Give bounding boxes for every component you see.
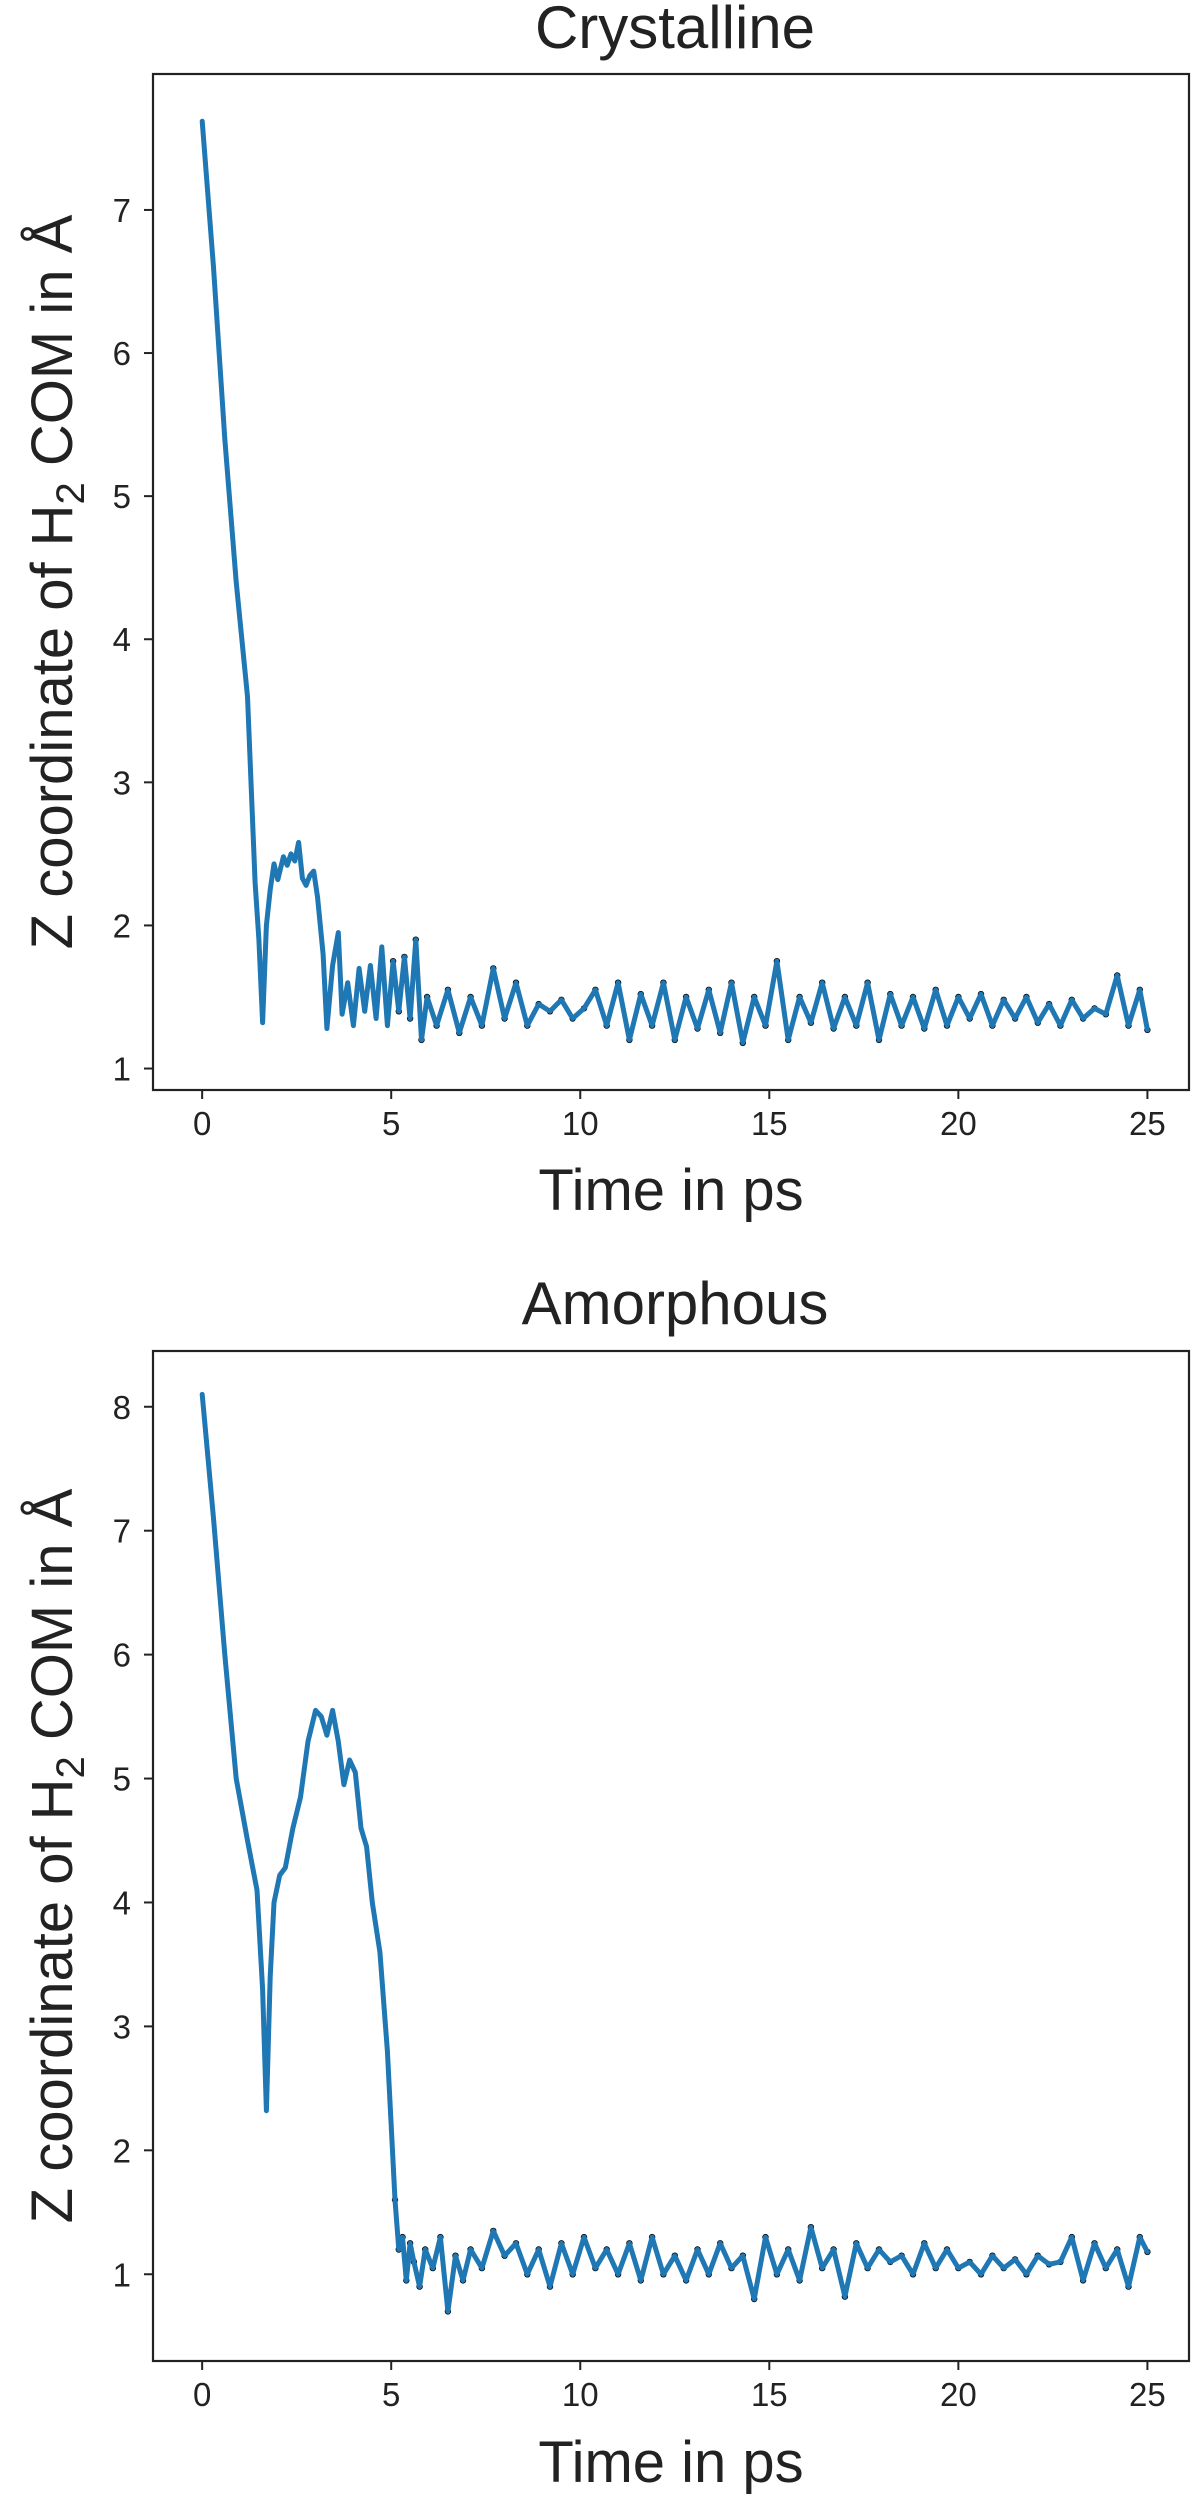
y-tick-label: 1	[113, 2256, 131, 2293]
y-tick-label: 1	[113, 1051, 131, 1088]
x-tick-label: 20	[940, 1105, 977, 1142]
y-tick-label: 7	[113, 1513, 131, 1550]
x-tick-label: 15	[751, 2376, 788, 2413]
y-tick-label: 3	[113, 764, 131, 801]
x-tick-label: 5	[382, 1105, 400, 1142]
chart-title: Amorphous	[522, 1270, 829, 1337]
chart-title: Crystalline	[535, 0, 815, 61]
plot-frame	[151, 72, 1191, 1092]
x-axis-label: Time in ps	[538, 2430, 803, 2495]
chart-panel-crystalline: Crystalline 0 5 10 15 20 25 1 2 3 4 5 6 7 Time in p…	[20, 0, 1191, 1223]
y-axis: 1 2 3 4 5 6 7 8	[113, 1389, 153, 2293]
series-group	[199, 118, 1151, 1047]
series-line	[199, 1391, 1150, 2314]
series-group	[199, 1391, 1151, 2315]
x-tick-label: 0	[193, 2376, 211, 2413]
x-tick-label: 10	[562, 1105, 599, 1142]
x-tick-label: 10	[562, 2376, 599, 2413]
y-tick-label: 8	[113, 1389, 131, 1426]
y-axis-label: Z coordinate of H2 COM in Å	[20, 214, 93, 949]
y-axis-label-subscript: 2	[49, 482, 93, 504]
y-axis: 1 2 3 4 5 6 7	[113, 192, 153, 1088]
y-tick-label: 3	[113, 2008, 131, 2045]
y-axis-label: Z coordinate of H2 COM in Å	[20, 1488, 93, 2223]
x-tick-label: 15	[751, 1105, 788, 1142]
x-tick-label: 5	[382, 2376, 400, 2413]
y-tick-label: 2	[113, 907, 131, 944]
y-axis-label-subscript: 2	[49, 1756, 93, 1778]
x-axis: 0 5 10 15 20 25	[193, 1090, 1166, 1142]
x-tick-label: 25	[1129, 2376, 1166, 2413]
y-axis-label-tail: COM in Å	[20, 1488, 85, 1756]
x-tick-label: 0	[193, 1105, 211, 1142]
x-axis-label: Time in ps	[538, 1158, 803, 1223]
y-axis-label-main: Z coordinate of H	[20, 1778, 85, 2223]
y-tick-label: 5	[113, 478, 131, 515]
x-axis: 0 5 10 15 20 25	[193, 2361, 1166, 2413]
y-tick-label: 2	[113, 2132, 131, 2169]
series-line	[199, 118, 1150, 1046]
y-axis-label-tail: COM in Å	[20, 214, 85, 482]
y-tick-label: 7	[113, 192, 131, 229]
x-tick-label: 20	[940, 2376, 977, 2413]
y-axis-label-main: Z coordinate of H	[20, 504, 85, 949]
y-tick-label: 4	[113, 1884, 131, 1921]
x-tick-label: 25	[1129, 1105, 1166, 1142]
plot-frame	[151, 1349, 1191, 2363]
chart-panel-amorphous: Amorphous 0 5 10 15 20 25 1 2 3 4 5 6 7 8 Time in ps…	[20, 1270, 1191, 2495]
y-tick-label: 6	[113, 1637, 131, 1674]
y-tick-label: 5	[113, 1761, 131, 1798]
y-tick-label: 6	[113, 335, 131, 372]
y-tick-label: 4	[113, 621, 131, 658]
